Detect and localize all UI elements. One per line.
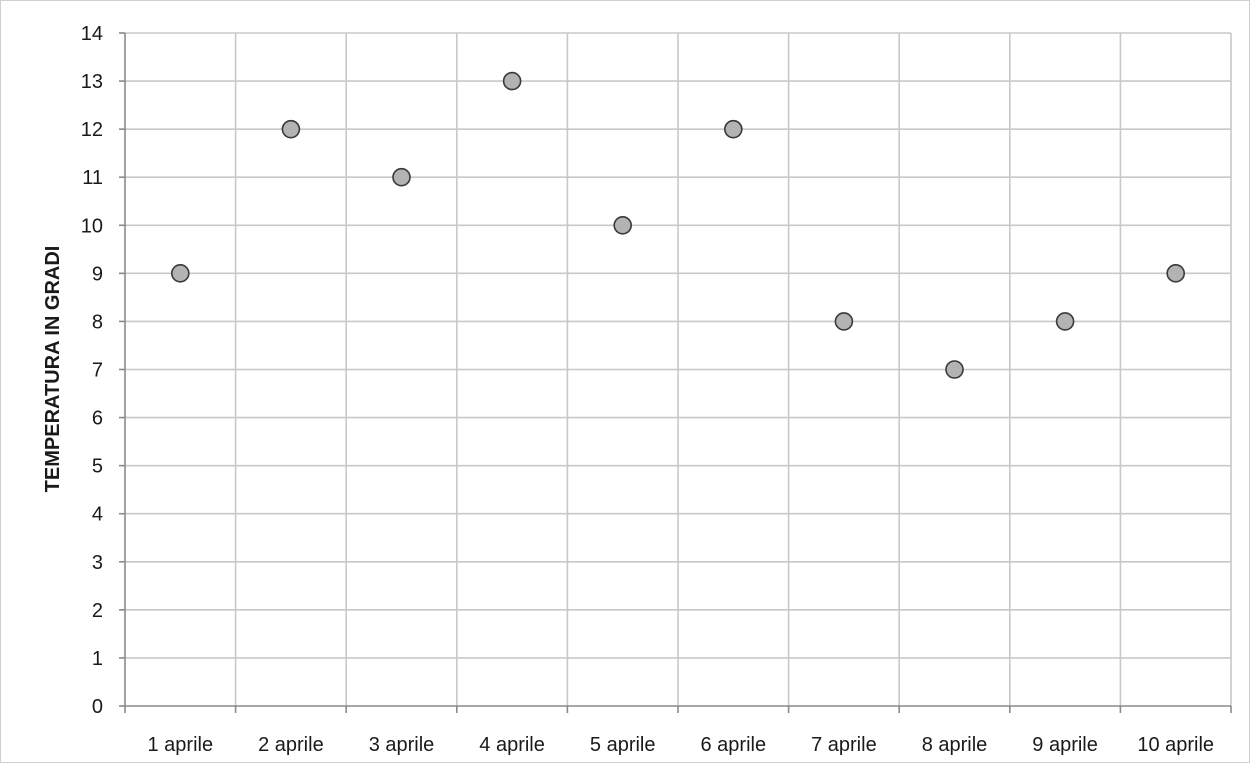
x-tick-label: 4 aprile [479, 734, 545, 756]
data-point [1166, 264, 1185, 283]
y-tick-label: 4 [92, 504, 103, 526]
y-tick-label: 1 [92, 648, 103, 670]
data-point [834, 312, 854, 331]
y-tick-label: 10 [81, 215, 103, 237]
data-point [281, 119, 301, 139]
y-tick-label: 3 [92, 552, 103, 574]
y-tick-label: 7 [92, 360, 103, 382]
y-tick-label: 0 [92, 696, 103, 718]
grid [125, 32, 1232, 706]
y-tick-label: 12 [81, 119, 103, 141]
data-point [502, 71, 522, 91]
x-tick-label: 7 aprile [811, 734, 877, 756]
y-tick-label: 11 [82, 167, 103, 189]
y-axis-label: TEMPERATURA IN GRADI [42, 246, 64, 493]
y-tick-label: 9 [92, 263, 103, 285]
y-tick-label: 8 [92, 311, 103, 333]
x-tick-label: 3 aprile [369, 734, 435, 756]
y-tick-label: 2 [92, 600, 103, 622]
y-tick-label: 5 [92, 456, 103, 478]
x-tick-label: 9 aprile [1032, 734, 1098, 756]
x-tick-label: 10 aprile [1137, 734, 1214, 756]
x-tick-label: 6 aprile [700, 734, 766, 756]
y-tick-label: 6 [92, 408, 103, 430]
data-point [171, 264, 190, 283]
data-point [945, 360, 964, 379]
x-tick-label: 5 aprile [590, 734, 656, 756]
x-tick-label: 1 aprile [147, 734, 213, 756]
data-points [171, 71, 1185, 379]
x-tick-label: 2 aprile [258, 734, 324, 756]
data-point [1055, 312, 1075, 331]
data-point [392, 167, 411, 187]
y-tick-label: 14 [81, 23, 103, 45]
axes [119, 32, 1232, 713]
y-tick-label: 13 [81, 71, 103, 93]
x-tick-labels: 1 aprile 2 aprile 3 aprile 4 aprile 5 aprile… [147, 734, 1214, 756]
data-point [723, 119, 743, 139]
data-point [613, 215, 633, 235]
x-tick-label: 8 aprile [922, 734, 988, 756]
